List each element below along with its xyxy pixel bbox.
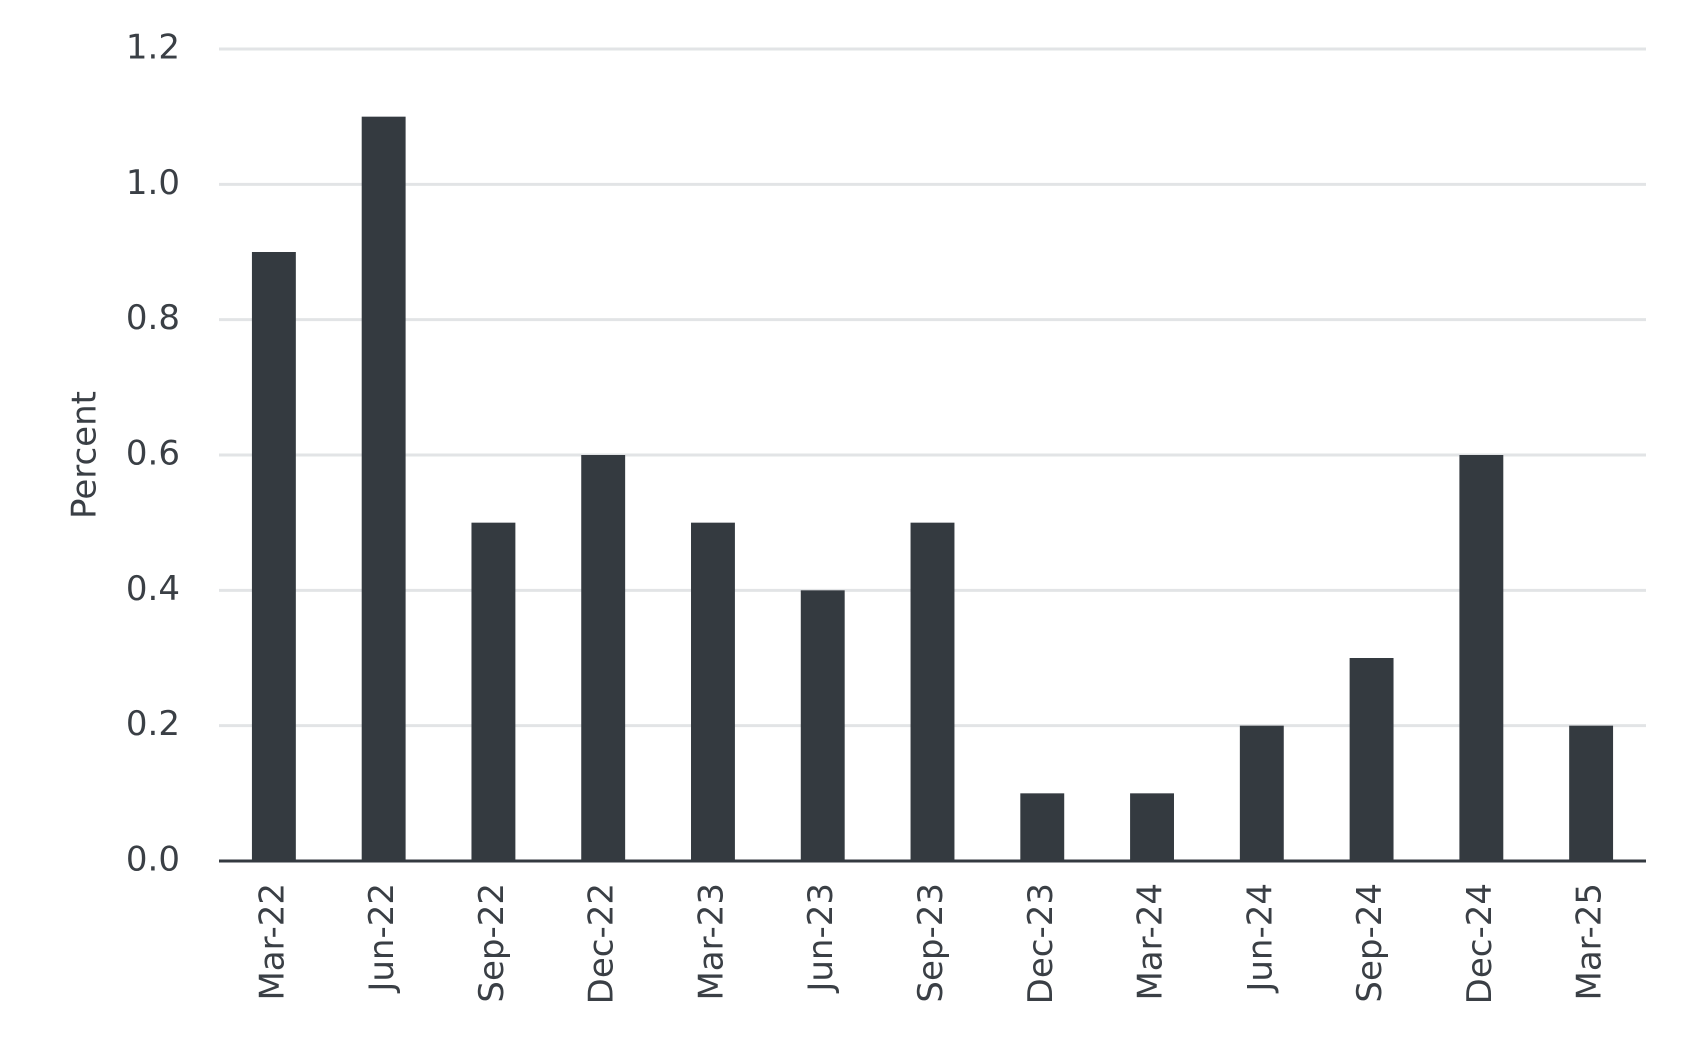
x-tick-label: Jun-24 [1240, 883, 1280, 994]
bar [1459, 455, 1504, 861]
x-tick-label: Mar-22 [252, 883, 292, 1001]
x-tick-label: Mar-23 [691, 883, 731, 1001]
y-tick-label: 1.0 [126, 163, 180, 203]
bar [1020, 793, 1065, 861]
x-tick-label: Sep-22 [472, 883, 512, 1003]
bar [1130, 793, 1174, 861]
bar [251, 252, 296, 861]
y-tick-label: 0.8 [126, 298, 180, 338]
x-tick-label: Mar-24 [1131, 883, 1171, 1001]
x-tick-label: Jun-23 [801, 883, 841, 994]
y-tick-label: 1.2 [126, 28, 180, 68]
x-tick-label: Jun-22 [362, 883, 402, 994]
bar [910, 522, 955, 861]
bar [691, 522, 735, 861]
y-tick-label: 0.0 [126, 840, 180, 880]
y-tick-label: 0.2 [126, 704, 180, 744]
x-tick-label: Dec-23 [1021, 883, 1061, 1004]
y-tick-label: 0.6 [126, 434, 180, 474]
x-tick-label: Sep-24 [1350, 883, 1390, 1003]
bar [1239, 725, 1284, 861]
x-tick-label: Dec-24 [1460, 883, 1500, 1004]
bar [361, 116, 406, 861]
y-tick-label: 0.4 [126, 569, 180, 609]
x-tick-label: Sep-23 [911, 883, 951, 1003]
bar [471, 522, 516, 861]
y-axis-label: Percent [65, 391, 105, 519]
bar [800, 590, 845, 861]
x-tick-label: Mar-25 [1570, 883, 1610, 1001]
x-tick-label: Dec-22 [582, 883, 622, 1004]
bar [581, 455, 626, 861]
bar [1569, 725, 1614, 861]
bar [1349, 658, 1394, 861]
